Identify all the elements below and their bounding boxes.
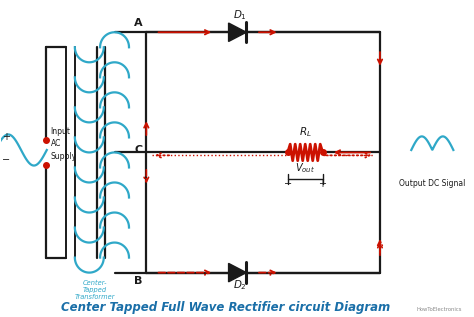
Text: Center Tapped Full Wave Rectifier circuit Diagram: Center Tapped Full Wave Rectifier circui…	[61, 301, 391, 314]
Polygon shape	[228, 23, 246, 42]
Text: Output DC Signal: Output DC Signal	[399, 179, 465, 188]
Text: $D_1$: $D_1$	[233, 9, 247, 23]
Polygon shape	[228, 263, 246, 282]
Text: B: B	[134, 276, 143, 287]
Text: $D_2$: $D_2$	[233, 278, 246, 292]
Text: $R_L$: $R_L$	[299, 126, 311, 139]
Text: A: A	[134, 18, 143, 28]
Text: Center-
Tapped
Transformer: Center- Tapped Transformer	[75, 280, 115, 300]
FancyBboxPatch shape	[4, 6, 466, 302]
Text: +: +	[319, 179, 327, 189]
Text: Supply: Supply	[51, 152, 77, 161]
Text: $V_{out}$: $V_{out}$	[295, 161, 315, 175]
Text: C: C	[135, 146, 143, 155]
Text: HowToElectronics: HowToElectronics	[416, 307, 462, 313]
Text: −: −	[1, 155, 10, 165]
Text: +: +	[1, 132, 9, 142]
Text: −: −	[284, 179, 292, 189]
Text: AC: AC	[51, 139, 61, 148]
Text: Input: Input	[51, 126, 71, 136]
